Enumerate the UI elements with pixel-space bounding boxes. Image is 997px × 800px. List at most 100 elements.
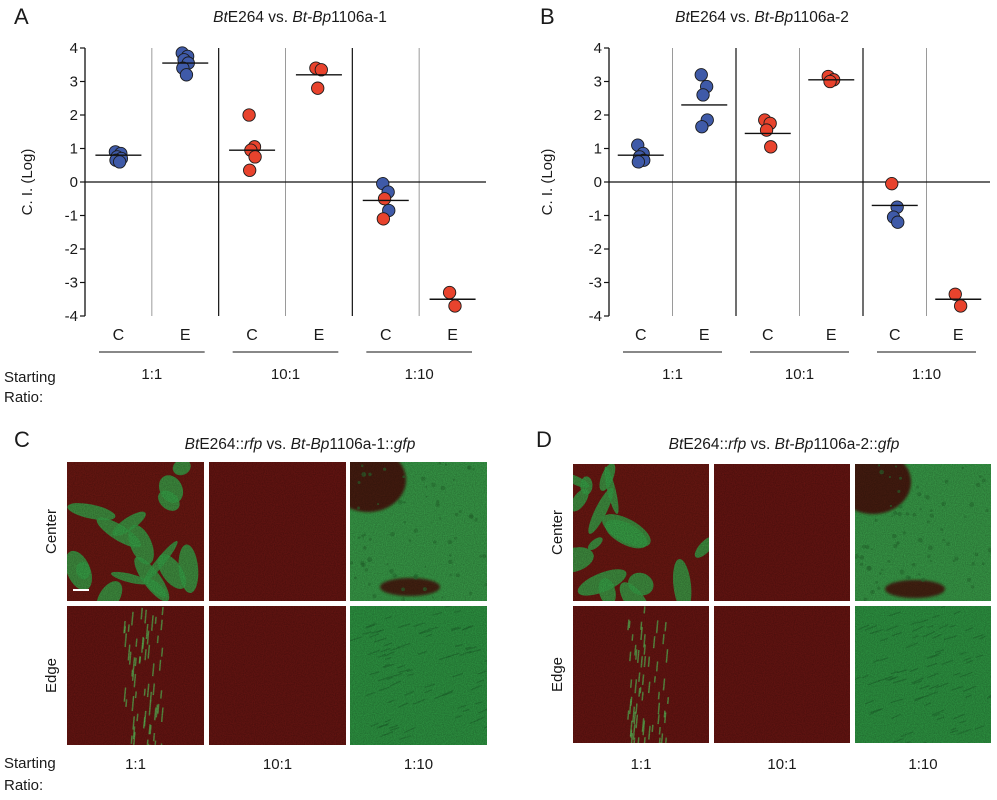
title-part: Bt-Bp	[775, 436, 814, 453]
panel-title-d: BtE264::rfp vs. Bt-Bp1106a-2::gfp	[669, 436, 900, 453]
micrograph-green	[855, 606, 991, 743]
cell-texture	[959, 671, 973, 678]
cell-texture	[385, 656, 392, 660]
cell-texture	[444, 463, 448, 466]
cell-texture	[439, 517, 442, 520]
title-part: Bt-Bp	[291, 436, 330, 453]
cell-texture	[877, 677, 888, 682]
cell-texture	[921, 577, 926, 582]
green-streak	[150, 615, 154, 631]
cell-texture	[389, 680, 402, 687]
green-field	[855, 606, 991, 743]
cell-texture	[964, 515, 967, 518]
cell-texture	[397, 623, 411, 629]
cell-texture	[893, 543, 898, 549]
point-group-10-1-e	[808, 69, 855, 89]
cell-texture	[953, 610, 961, 615]
red-field	[714, 464, 850, 601]
cell-texture	[370, 722, 379, 727]
green-streak	[143, 716, 146, 729]
cell-texture	[879, 572, 882, 575]
green-streak	[128, 651, 132, 665]
cell-texture	[957, 728, 971, 735]
cell-texture	[476, 679, 484, 684]
title-part: 1106a-2	[793, 9, 849, 26]
cell-texture	[911, 562, 916, 567]
green-patch	[588, 487, 614, 534]
cell-texture	[369, 671, 380, 676]
green-patch	[96, 517, 141, 548]
cell-texture	[927, 545, 933, 551]
green-streak	[662, 678, 666, 691]
micrograph-ratio-label: 1:1	[631, 756, 652, 773]
title-part: vs.	[746, 436, 774, 453]
grain	[855, 606, 991, 743]
title-part: E264::	[683, 436, 728, 453]
panel-title-a: BtE264 vs. Bt-Bp1106a-1	[213, 9, 387, 26]
red-field	[714, 606, 850, 743]
cell-texture	[911, 677, 925, 684]
cell-texture	[357, 536, 361, 539]
ratio-label: 1:1	[141, 366, 162, 383]
cell-texture	[865, 545, 870, 550]
green-streak	[665, 649, 669, 663]
cell-texture	[886, 675, 893, 679]
cell-texture	[967, 577, 972, 582]
cell-texture	[894, 465, 898, 468]
cell-texture	[380, 647, 391, 653]
cell-texture	[397, 664, 406, 669]
cell-texture	[377, 502, 380, 506]
green-streak	[627, 619, 630, 631]
cell-texture	[940, 528, 944, 532]
ratio-caption-label: Ratio:	[4, 389, 43, 406]
green-streak	[643, 655, 647, 668]
green-streak	[643, 644, 646, 655]
cell-texture	[390, 531, 395, 537]
cell-texture	[877, 464, 881, 467]
green-streak	[636, 649, 640, 663]
cell-texture	[452, 478, 456, 481]
cell-texture	[940, 606, 953, 609]
cell-texture	[981, 562, 985, 566]
green-streak	[648, 725, 651, 740]
cell-texture	[875, 580, 879, 584]
cell-texture	[897, 489, 901, 493]
micrograph-red	[714, 464, 850, 601]
cell-texture	[964, 694, 973, 699]
cell-texture	[441, 689, 454, 696]
green-streak	[158, 659, 162, 671]
data-point	[112, 155, 127, 169]
green-streak	[134, 691, 137, 699]
cell-texture	[927, 520, 930, 524]
y-tick-label: -1	[65, 208, 78, 225]
cell-texture	[879, 469, 884, 475]
micrograph-ratio-label: 10:1	[767, 756, 796, 773]
cell-texture	[451, 626, 460, 630]
micrograph-red	[209, 462, 346, 601]
ratio-label: 10:1	[785, 366, 814, 383]
cell-texture	[389, 568, 394, 574]
cell-texture	[946, 542, 950, 546]
cell-texture	[462, 708, 470, 712]
cell-texture	[925, 494, 930, 500]
position-label-c: C	[635, 327, 647, 344]
cell-texture	[905, 642, 918, 649]
y-tick-label: 1	[594, 141, 602, 158]
micrograph-red	[209, 606, 346, 745]
cell-texture	[881, 568, 884, 572]
micrograph-ratio-label: 1:1	[125, 756, 146, 773]
green-streak	[638, 687, 641, 697]
cell-texture	[432, 540, 437, 544]
panel-letter-a: A	[14, 4, 29, 29]
cell-texture	[413, 574, 419, 580]
cell-texture	[859, 562, 864, 566]
cell-texture	[389, 726, 400, 731]
green-patch	[604, 519, 648, 549]
green-patch	[573, 488, 589, 512]
cell-texture	[417, 650, 427, 655]
cell-texture	[912, 512, 917, 517]
cell-texture	[446, 652, 460, 658]
cell-texture	[457, 704, 467, 709]
green-patch	[587, 537, 603, 551]
cell-texture	[455, 643, 463, 648]
